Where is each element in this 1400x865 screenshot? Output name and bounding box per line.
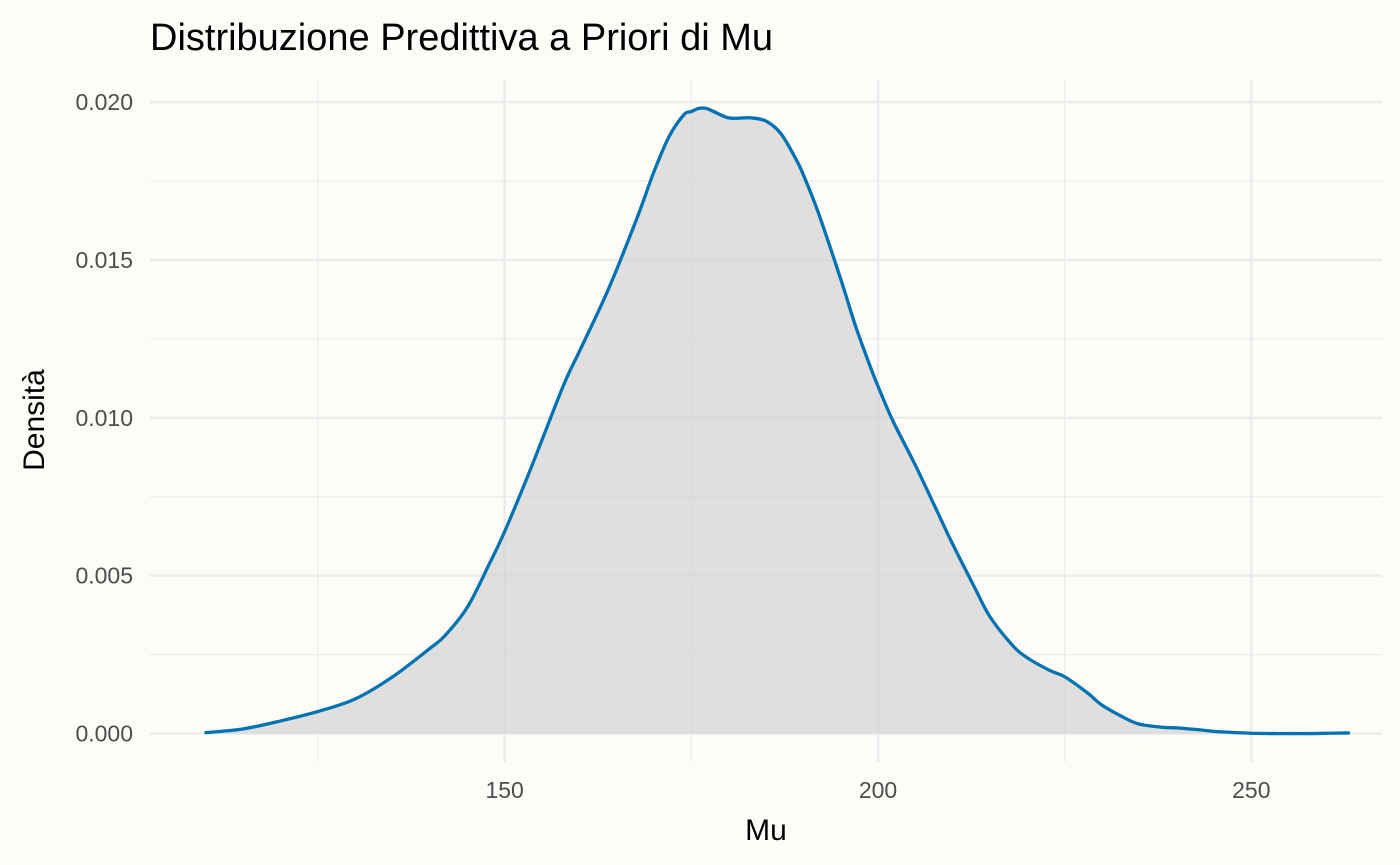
- y-tick-label: 0.000: [75, 721, 133, 747]
- chart-title: Distribuzione Predittiva a Priori di Mu: [150, 17, 773, 59]
- y-tick-label: 0.010: [75, 405, 133, 431]
- y-tick-label: 0.015: [75, 247, 133, 273]
- x-tick-label: 150: [485, 777, 523, 803]
- y-axis-ticks: 0.000 0.005 0.010 0.015 0.020: [75, 89, 133, 746]
- y-tick-label: 0.020: [75, 89, 133, 115]
- x-tick-label: 200: [859, 777, 897, 803]
- x-axis-ticks: 150 200 250: [485, 777, 1270, 803]
- x-axis-title: Mu: [745, 814, 787, 847]
- density-line: [204, 106, 1351, 736]
- y-axis-title: Densità: [18, 369, 51, 471]
- y-tick-label: 0.005: [75, 563, 133, 589]
- x-tick-label: 250: [1232, 777, 1270, 803]
- density-fill: [206, 108, 1349, 734]
- density-area: [204, 106, 1351, 736]
